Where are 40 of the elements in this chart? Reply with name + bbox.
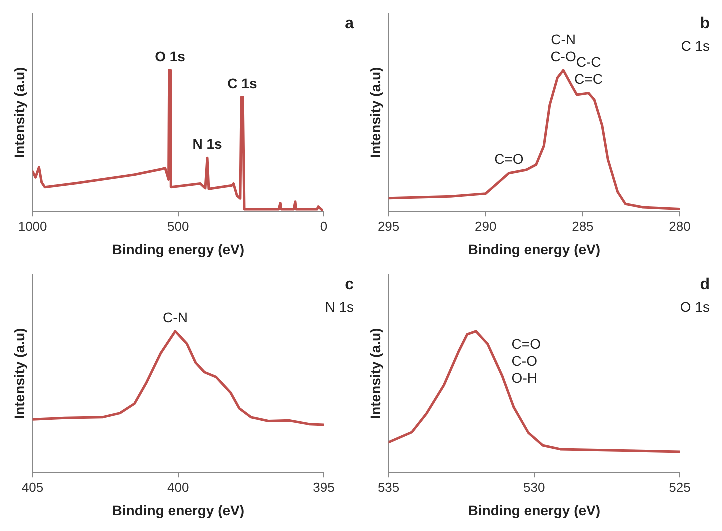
annotation: C=O bbox=[512, 336, 542, 352]
x-tick-label: 0 bbox=[320, 218, 328, 234]
x-tick-label: 525 bbox=[669, 480, 691, 495]
y-axis-title: Intensity (a.u) bbox=[367, 67, 384, 158]
annotation: C-N bbox=[551, 31, 576, 48]
text: N 1s bbox=[325, 298, 354, 315]
x-tick-label: 405 bbox=[22, 480, 44, 495]
x-tick-label: 500 bbox=[168, 218, 190, 234]
x-tick-label: 1000 bbox=[18, 218, 48, 234]
x-tick-label: 400 bbox=[168, 480, 190, 495]
annotation: C=O bbox=[494, 151, 524, 168]
annotation: C-C bbox=[576, 54, 602, 70]
annotation: C 1s bbox=[228, 75, 258, 92]
y-axis-title: Intensity (a.u) bbox=[367, 328, 384, 420]
x-tick-label: 285 bbox=[572, 218, 594, 234]
x-axis-title: Binding energy (eV) bbox=[468, 502, 601, 518]
text: c bbox=[345, 276, 354, 294]
text: C 1s bbox=[681, 38, 710, 54]
annotation: C-O bbox=[512, 353, 538, 370]
x-tick-label: 280 bbox=[669, 218, 691, 234]
x-tick-label: 395 bbox=[313, 480, 335, 495]
text: b bbox=[700, 15, 710, 32]
text: d bbox=[700, 276, 710, 294]
text: O 1s bbox=[680, 298, 710, 315]
x-axis-title: Binding energy (eV) bbox=[468, 241, 601, 258]
y-axis-title: Intensity (a.u) bbox=[11, 67, 28, 158]
x-axis-title: Binding energy (eV) bbox=[112, 502, 245, 518]
x-tick-label: 295 bbox=[378, 218, 400, 234]
x-tick-label: 530 bbox=[524, 480, 546, 495]
annotation: O-H bbox=[512, 370, 538, 386]
annotation: C-N bbox=[163, 309, 188, 326]
x-tick-label: 290 bbox=[475, 218, 497, 234]
y-axis-title: Intensity (a.u) bbox=[11, 328, 28, 420]
text: a bbox=[345, 15, 354, 32]
annotation: O 1s bbox=[155, 48, 186, 64]
annotation: C=C bbox=[574, 71, 603, 88]
x-axis-title: Binding energy (eV) bbox=[112, 241, 245, 258]
annotation: N 1s bbox=[192, 136, 223, 152]
annotation: C-O bbox=[550, 48, 576, 64]
x-tick-label: 535 bbox=[378, 480, 400, 495]
